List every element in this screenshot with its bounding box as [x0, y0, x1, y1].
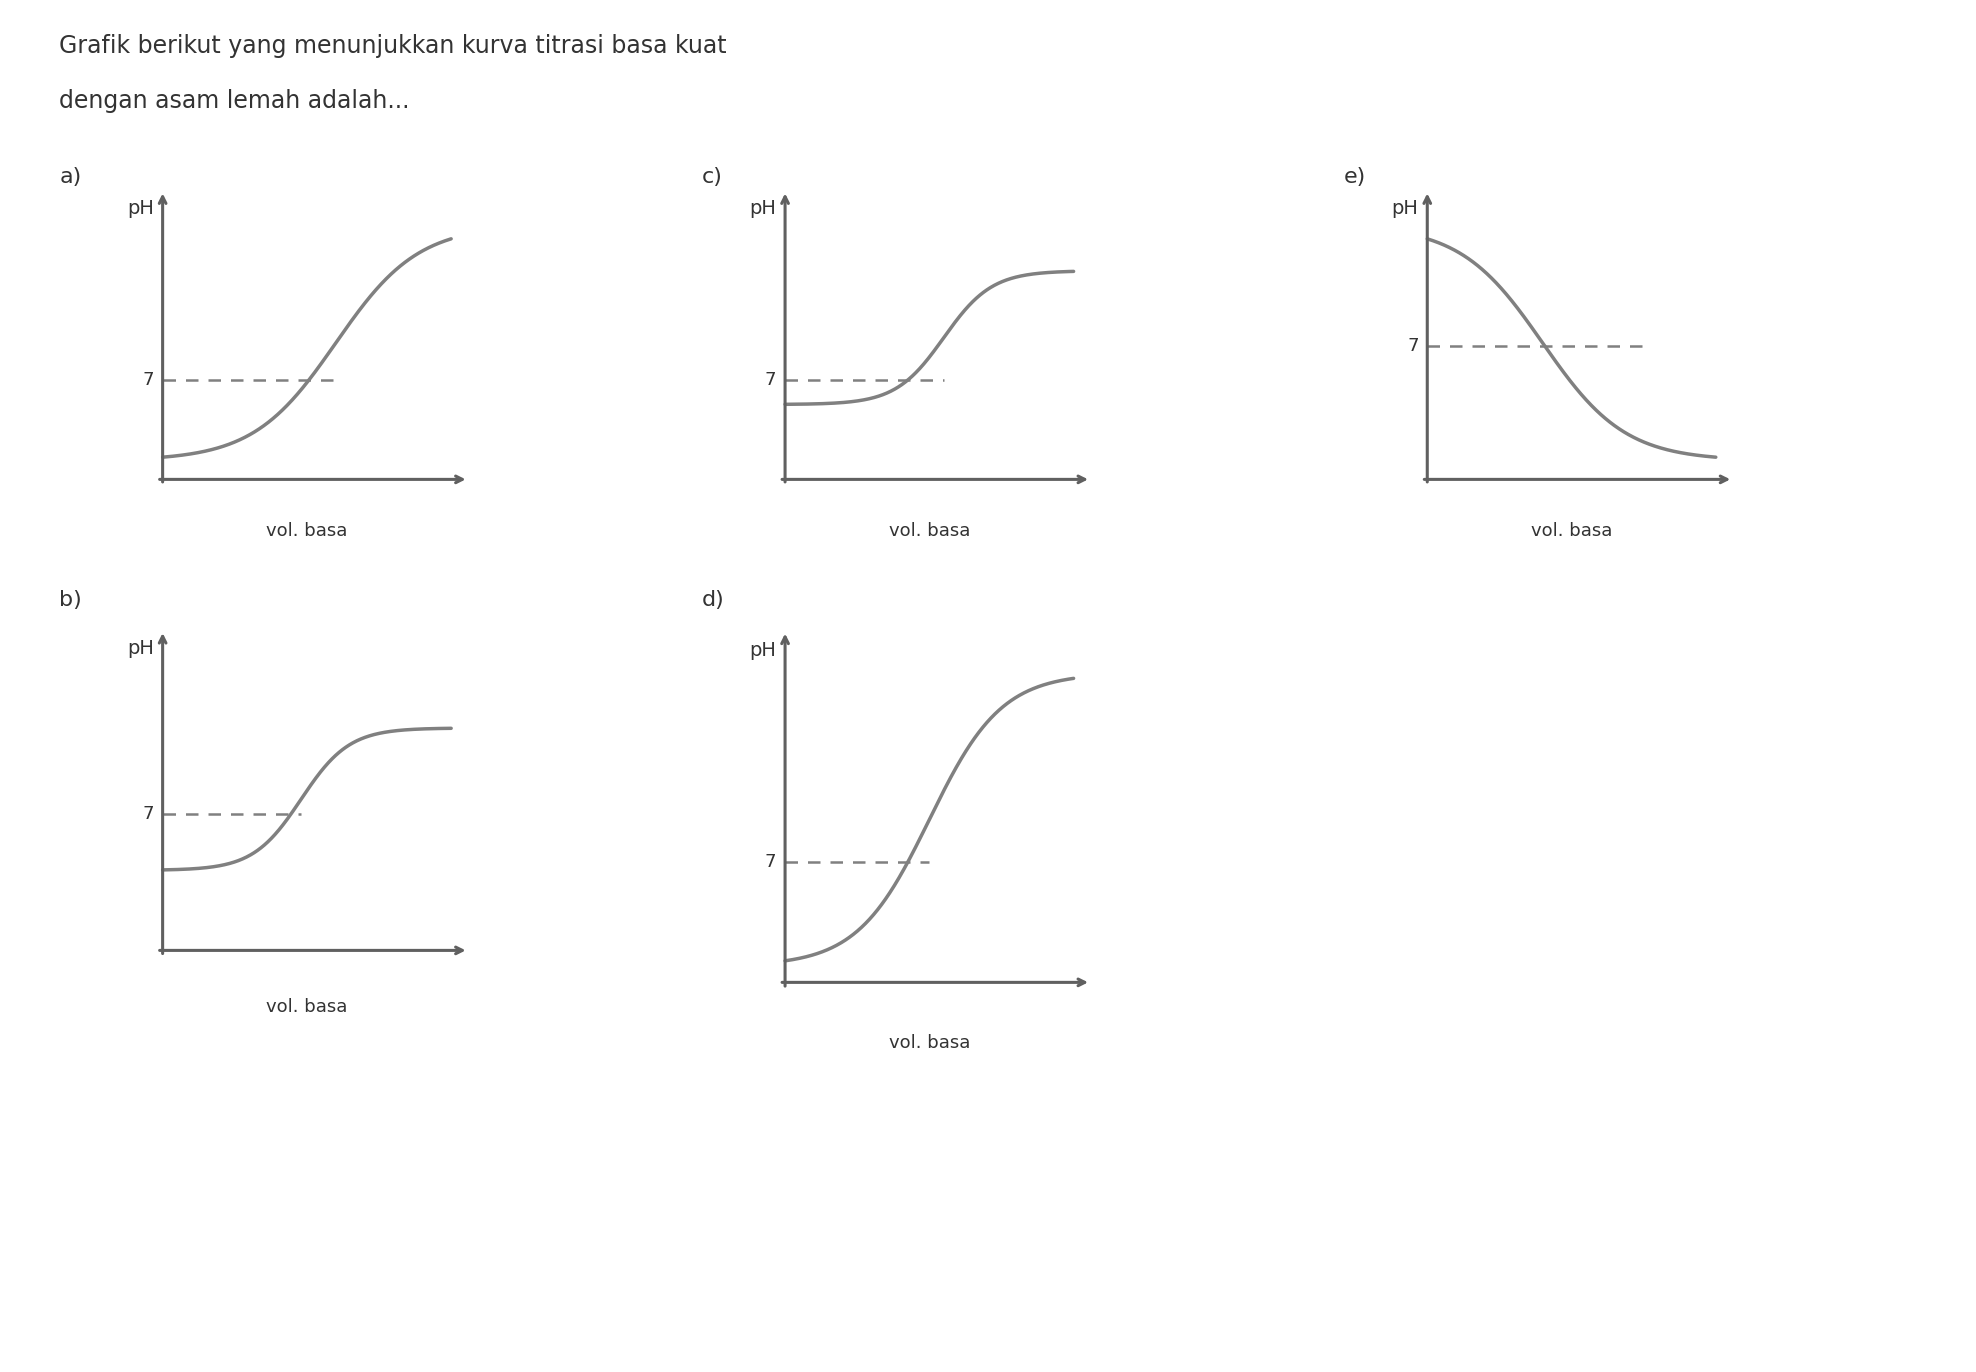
Text: a): a) [59, 167, 81, 188]
Text: 7: 7 [1407, 336, 1419, 355]
Text: Grafik berikut yang menunjukkan kurva titrasi basa kuat: Grafik berikut yang menunjukkan kurva ti… [59, 34, 727, 58]
Text: vol. basa: vol. basa [1531, 523, 1612, 541]
Text: 7: 7 [142, 805, 154, 823]
Text: b): b) [59, 590, 83, 611]
Text: vol. basa: vol. basa [267, 523, 348, 541]
Text: vol. basa: vol. basa [267, 997, 348, 1015]
Text: dengan asam lemah adalah...: dengan asam lemah adalah... [59, 89, 409, 113]
Text: c): c) [701, 167, 723, 188]
Text: vol. basa: vol. basa [889, 523, 970, 541]
Text: pH: pH [749, 199, 777, 218]
Text: d): d) [701, 590, 725, 611]
Text: e): e) [1344, 167, 1365, 188]
Text: pH: pH [749, 641, 777, 660]
Text: 7: 7 [142, 372, 154, 390]
Text: pH: pH [126, 639, 154, 659]
Text: pH: pH [1391, 199, 1419, 218]
Text: 7: 7 [765, 372, 777, 390]
Text: pH: pH [126, 199, 154, 218]
Text: 7: 7 [765, 853, 777, 871]
Text: vol. basa: vol. basa [889, 1034, 970, 1052]
